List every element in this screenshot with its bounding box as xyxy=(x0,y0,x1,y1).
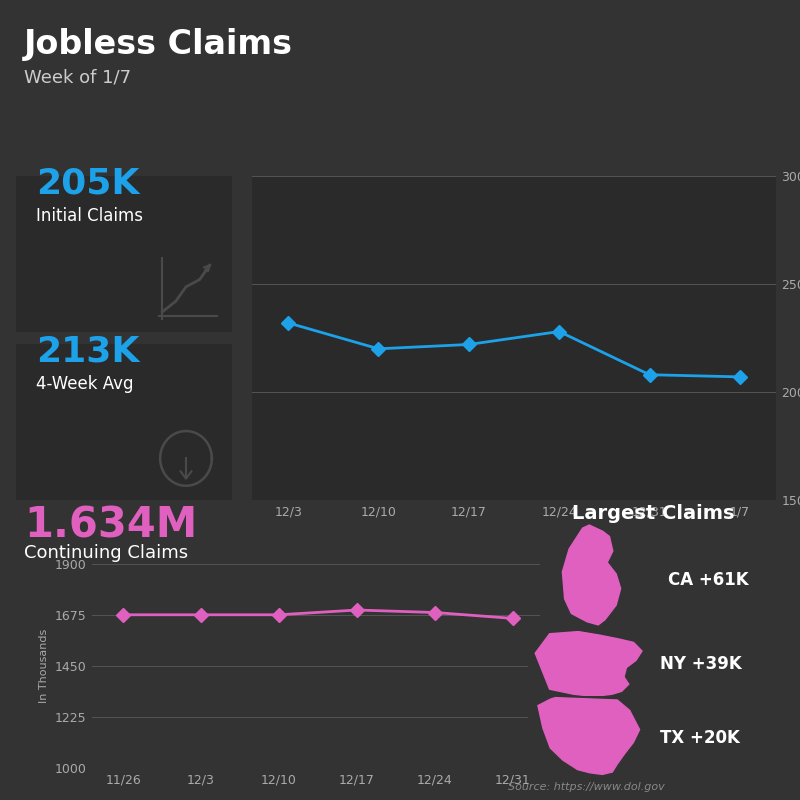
Text: Jobless Claims: Jobless Claims xyxy=(24,28,293,61)
Text: Initial Claims: Initial Claims xyxy=(36,207,143,225)
Text: Source: https://www.dol.gov: Source: https://www.dol.gov xyxy=(508,782,665,792)
Text: Largest Claims: Largest Claims xyxy=(572,504,734,523)
Text: 213K: 213K xyxy=(36,335,139,369)
Text: TX +20K: TX +20K xyxy=(660,729,740,746)
Polygon shape xyxy=(535,632,642,696)
Text: Week of 1/7: Week of 1/7 xyxy=(24,68,131,86)
Text: 4-Week Avg: 4-Week Avg xyxy=(36,375,134,393)
Polygon shape xyxy=(538,698,640,774)
Text: 205K: 205K xyxy=(36,167,139,201)
Text: NY +39K: NY +39K xyxy=(660,655,742,673)
Text: CA +61K: CA +61K xyxy=(668,571,749,589)
Polygon shape xyxy=(562,525,621,625)
Text: Continuing Claims: Continuing Claims xyxy=(24,544,188,562)
Text: 1.634M: 1.634M xyxy=(24,504,198,546)
Y-axis label: In Thousands: In Thousands xyxy=(39,629,49,703)
